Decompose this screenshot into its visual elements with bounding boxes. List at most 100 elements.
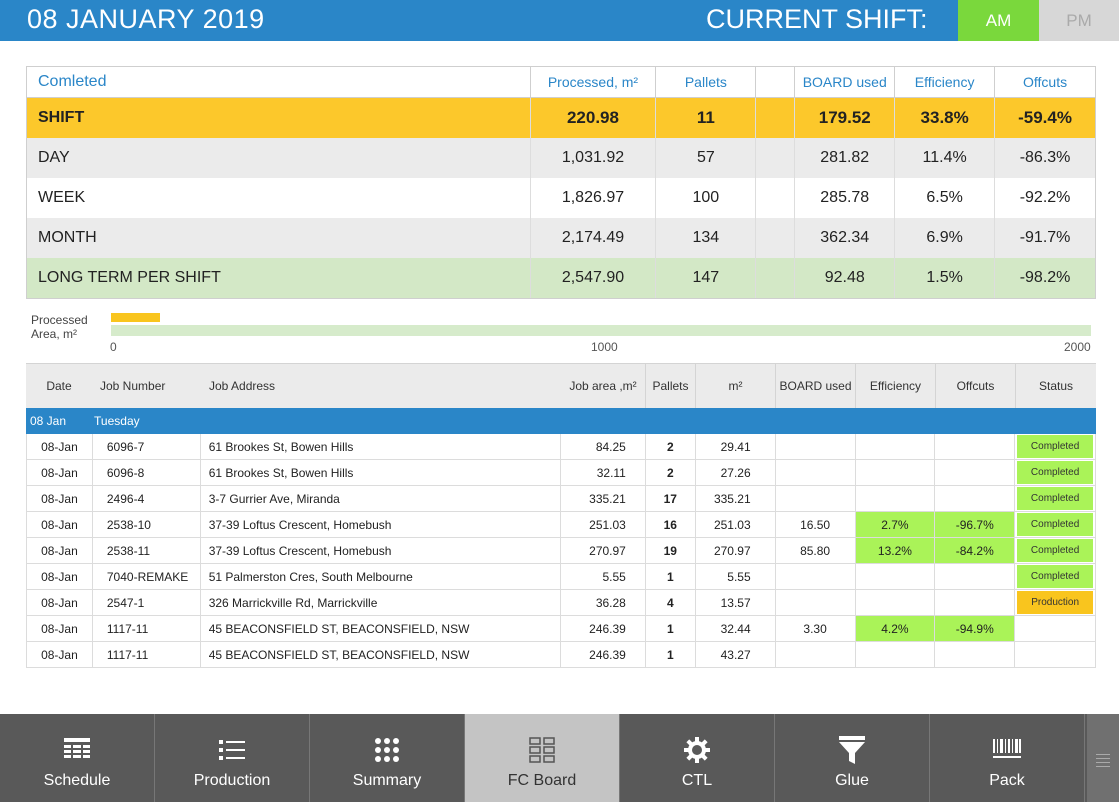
job-address-cell: 61 Brookes St, Bowen Hills bbox=[201, 434, 561, 459]
date-cell: 08-Jan bbox=[27, 616, 93, 641]
nav-label: CTL bbox=[681, 772, 713, 789]
board-value: 179.52 bbox=[795, 98, 896, 138]
nav-ctl[interactable]: CTL bbox=[620, 714, 775, 802]
nav-expand-handle[interactable] bbox=[1087, 714, 1119, 802]
table-row[interactable]: 08-Jan 2547-1 326 Marrickville Rd, Marrick… bbox=[26, 590, 1096, 616]
date-group-row[interactable]: 08 Jan Tuesday bbox=[26, 408, 1096, 434]
row-label: WEEK bbox=[27, 178, 531, 218]
date-cell: 08-Jan bbox=[27, 486, 93, 511]
status-badge: Completed bbox=[1017, 513, 1094, 536]
status-cell: Completed bbox=[1015, 486, 1095, 511]
status-badge: Production bbox=[1017, 591, 1094, 614]
col-status: Status bbox=[1038, 379, 1074, 393]
status-cell: Completed bbox=[1015, 512, 1095, 537]
processed-value: 1,826.97 bbox=[531, 178, 657, 218]
job-area-cell: 270.97 bbox=[561, 538, 646, 563]
status-cell: Completed bbox=[1015, 460, 1095, 485]
axis-tick-1000: 1000 bbox=[591, 340, 618, 354]
col-date: Date bbox=[46, 379, 72, 393]
table-row[interactable]: 08-Jan 7040-REMAKE 51 Palmerston Cres, Sou… bbox=[26, 564, 1096, 590]
pallets-value: 11 bbox=[656, 98, 757, 138]
nav-summary[interactable]: Summary bbox=[310, 714, 465, 802]
col-pallets: Pallets bbox=[656, 67, 757, 97]
dots-grid-icon bbox=[310, 736, 464, 764]
offcuts-cell: -84.2% bbox=[935, 538, 1016, 563]
job-number-cell: 7040-REMAKE bbox=[93, 564, 201, 589]
efficiency-cell: 2.7% bbox=[855, 512, 936, 537]
axis-tick-0: 0 bbox=[110, 340, 117, 354]
date-cell: 08-Jan bbox=[27, 512, 93, 537]
pallets-value: 134 bbox=[656, 218, 757, 258]
offcuts-cell: -96.7% bbox=[935, 512, 1016, 537]
summary-row-month: MONTH 2,174.49 134 362.34 6.9% -91.7% bbox=[27, 218, 1095, 258]
table-row[interactable]: 08-Jan 2538-10 37-39 Loftus Crescent, Home… bbox=[26, 512, 1096, 538]
summary-row-shift: SHIFT 220.98 11 179.52 33.8% -59.4% bbox=[27, 98, 1095, 138]
offcuts-cell: -94.9% bbox=[935, 616, 1016, 641]
job-area-cell: 32.11 bbox=[561, 460, 646, 485]
job-number-cell: 2547-1 bbox=[93, 590, 201, 615]
table-row[interactable]: 08-Jan 1117-11 45 BEACONSFIELD ST, BEACONS… bbox=[26, 616, 1096, 642]
pm-shift-button[interactable]: PM bbox=[1039, 0, 1119, 41]
board-value: 362.34 bbox=[795, 218, 896, 258]
job-number-cell: 1117-11 bbox=[93, 616, 201, 641]
col-job-address: Job Address bbox=[209, 379, 276, 393]
nav-schedule[interactable]: Schedule bbox=[0, 714, 155, 802]
table-row[interactable]: 08-Jan 2538-11 37-39 Loftus Crescent, Home… bbox=[26, 538, 1096, 564]
processed-value: 2,174.49 bbox=[531, 218, 657, 258]
pallets-value: 147 bbox=[656, 258, 757, 298]
table-row[interactable]: 08-Jan 6096-8 61 Brookes St, Bowen Hills 32… bbox=[26, 460, 1096, 486]
job-area-cell: 84.25 bbox=[561, 434, 646, 459]
job-area-cell: 246.39 bbox=[561, 642, 646, 667]
nav-pack[interactable]: Pack bbox=[930, 714, 1085, 802]
offcuts-value: -59.4% bbox=[1018, 108, 1072, 127]
nav-label: Summary bbox=[352, 772, 422, 789]
efficiency-cell bbox=[856, 460, 936, 485]
col-job-number: Job Number bbox=[100, 379, 166, 393]
table-row[interactable]: 08-Jan 2496-4 3-7 Gurrier Ave, Miranda 335.… bbox=[26, 486, 1096, 512]
am-shift-button[interactable]: AM bbox=[958, 0, 1039, 41]
col-board-used: BOARD used bbox=[795, 67, 896, 97]
group-day: Tuesday bbox=[94, 414, 140, 428]
row-label: DAY bbox=[27, 138, 531, 178]
efficiency-cell bbox=[856, 642, 936, 667]
board-used-cell bbox=[776, 590, 856, 615]
handle-lines-icon bbox=[1096, 754, 1110, 770]
efficiency-cell bbox=[856, 486, 936, 511]
col-processed: Processed, m² bbox=[531, 67, 657, 97]
jobs-table: Date Job Number Job Address Job area ,m²… bbox=[26, 363, 1096, 668]
blank-cell bbox=[756, 258, 796, 298]
efficiency-cell: 13.2% bbox=[855, 538, 936, 563]
status-cell: Completed bbox=[1015, 434, 1095, 459]
status-badge: Completed bbox=[1017, 461, 1094, 484]
job-address-cell: 3-7 Gurrier Ave, Miranda bbox=[201, 486, 561, 511]
col-completed: Comleted bbox=[27, 67, 531, 97]
job-number-cell: 6096-7 bbox=[93, 434, 201, 459]
nav-glue[interactable]: Glue bbox=[775, 714, 930, 802]
table-row[interactable]: 08-Jan 6096-7 61 Brookes St, Bowen Hills 84… bbox=[26, 434, 1096, 460]
blank-cell bbox=[756, 178, 796, 218]
nav-label: Pack bbox=[989, 772, 1025, 789]
job-number-cell: 2538-10 bbox=[93, 512, 201, 537]
pallets-cell: 16 bbox=[646, 512, 696, 537]
processed-area-bar-track bbox=[111, 325, 1091, 336]
table-row[interactable]: 08-Jan 1117-11 45 BEACONSFIELD ST, BEACONS… bbox=[26, 642, 1096, 668]
nav-production[interactable]: Production bbox=[155, 714, 310, 802]
barcode-icon bbox=[930, 736, 1084, 764]
blank-cell bbox=[756, 98, 796, 138]
pallets-cell: 2 bbox=[646, 434, 696, 459]
processed-value: 1,031.92 bbox=[531, 138, 657, 178]
status-badge: Completed bbox=[1017, 435, 1094, 458]
gear-icon bbox=[620, 736, 774, 764]
efficiency-cell bbox=[856, 564, 936, 589]
status-cell bbox=[1015, 642, 1095, 667]
board-value: 281.82 bbox=[795, 138, 896, 178]
efficiency-value: 1.5% bbox=[895, 258, 996, 298]
status-cell: Completed bbox=[1015, 538, 1095, 563]
status-cell bbox=[1015, 616, 1095, 641]
nav-label: Production bbox=[193, 772, 271, 789]
offcuts-cell bbox=[935, 460, 1016, 485]
funnel-icon bbox=[775, 736, 929, 764]
m2-cell: 251.03 bbox=[696, 512, 776, 537]
pallets-cell: 4 bbox=[646, 590, 696, 615]
nav-fc-board[interactable]: FC Board bbox=[465, 714, 620, 802]
